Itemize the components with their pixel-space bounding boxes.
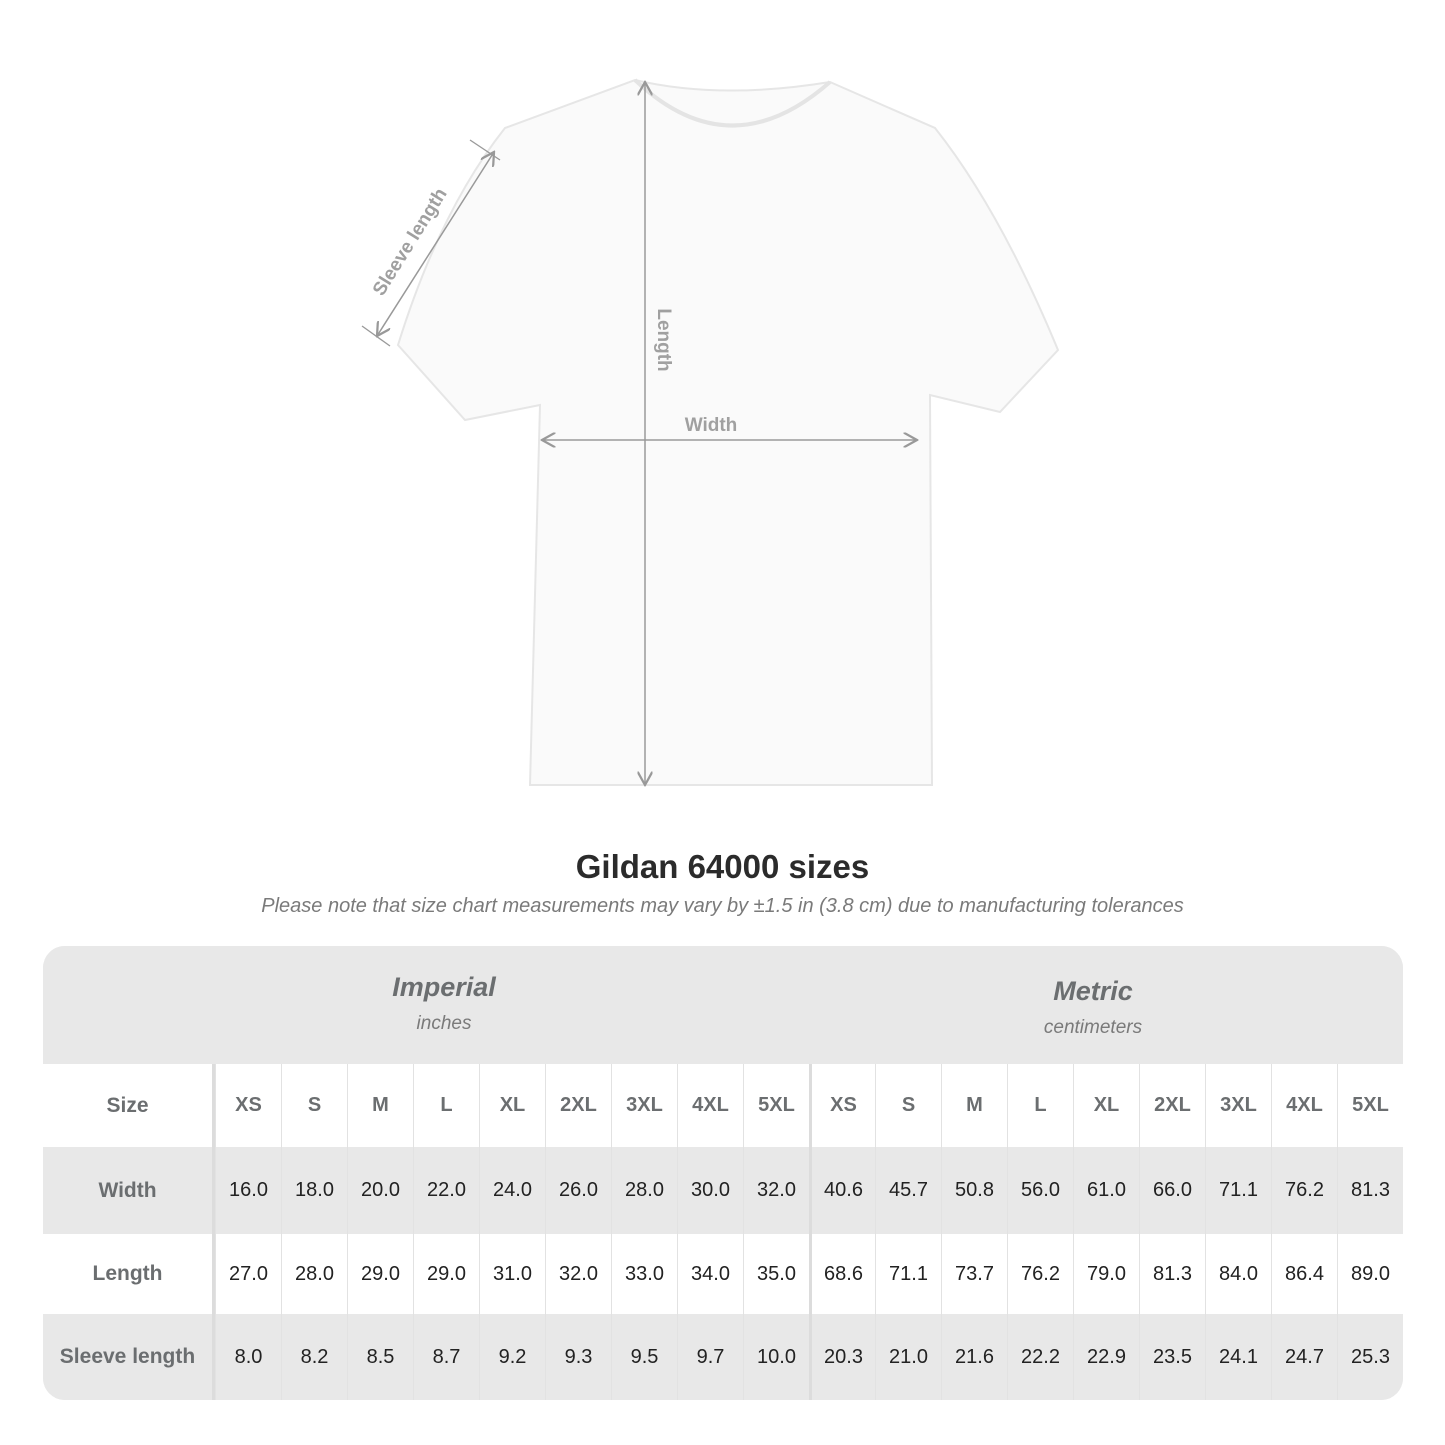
metric-size-header: 5XL <box>1337 1064 1403 1147</box>
width-label: Width <box>685 415 738 436</box>
imperial-size-header: XS <box>215 1064 281 1147</box>
imperial-header: Imperial inches <box>147 972 741 1035</box>
size-header-row: Size XS S M L XL 2XL 3XL 4XL 5XL XS S M L XL 2XL 3XL 4XL 5… <box>43 1064 1403 1147</box>
imperial-value-cell: 18.0 <box>281 1147 347 1234</box>
imperial-size-header: S <box>281 1064 347 1147</box>
metric-unit: centimeters <box>1043 1017 1143 1038</box>
metric-value-cell: 22.2 <box>1007 1314 1073 1400</box>
tshirt-diagram: Sleeve length Length Width <box>361 78 1060 820</box>
row-label: Sleeve length <box>43 1314 215 1400</box>
imperial-value-cell: 29.0 <box>413 1234 479 1314</box>
metric-title: Metric <box>1053 976 1133 1006</box>
metric-value-cell: 68.6 <box>809 1234 875 1314</box>
imperial-size-header: L <box>413 1064 479 1147</box>
imperial-value-cell: 35.0 <box>743 1234 809 1314</box>
imperial-value-cell: 34.0 <box>677 1234 743 1314</box>
tshirt-collar <box>633 78 832 128</box>
metric-size-header: 3XL <box>1205 1064 1271 1147</box>
imperial-value-cell: 22.0 <box>413 1147 479 1234</box>
metric-value-cell: 22.9 <box>1073 1314 1139 1400</box>
imperial-value-cell: 31.0 <box>479 1234 545 1314</box>
metric-value-cell: 89.0 <box>1337 1234 1403 1314</box>
imperial-value-cell: 9.5 <box>611 1314 677 1400</box>
page-title: Gildan 64000 sizes <box>575 848 870 885</box>
metric-value-cell: 61.0 <box>1073 1147 1139 1234</box>
metric-value-cell: 40.6 <box>809 1147 875 1234</box>
imperial-value-cell: 9.2 <box>479 1314 545 1400</box>
metric-value-cell: 84.0 <box>1205 1234 1271 1314</box>
size-table: Imperial inches Metric centimeters Size X… <box>43 946 1403 1400</box>
imperial-value-cell: 8.5 <box>347 1314 413 1400</box>
metric-value-cell: 76.2 <box>1271 1147 1337 1234</box>
metric-value-cell: 45.7 <box>875 1147 941 1234</box>
metric-size-header: 2XL <box>1139 1064 1205 1147</box>
imperial-value-cell: 26.0 <box>545 1147 611 1234</box>
imperial-value-cell: 10.0 <box>743 1314 809 1400</box>
length-label: Length <box>653 308 674 371</box>
metric-size-header: M <box>941 1064 1007 1147</box>
unit-header-band: Imperial inches Metric centimeters <box>43 946 1403 1064</box>
imperial-value-cell: 27.0 <box>215 1234 281 1314</box>
imperial-value-cell: 32.0 <box>743 1147 809 1234</box>
metric-value-cell: 21.0 <box>875 1314 941 1400</box>
imperial-value-cell: 8.7 <box>413 1314 479 1400</box>
imperial-value-cell: 20.0 <box>347 1147 413 1234</box>
tolerance-note: Please note that size chart measurements… <box>261 895 1184 917</box>
imperial-value-cell: 16.0 <box>215 1147 281 1234</box>
metric-value-cell: 76.2 <box>1007 1234 1073 1314</box>
metric-header: Metric centimeters <box>796 976 1390 1039</box>
metric-size-header: L <box>1007 1064 1073 1147</box>
imperial-size-header: M <box>347 1064 413 1147</box>
imperial-value-cell: 28.0 <box>611 1147 677 1234</box>
metric-value-cell: 73.7 <box>941 1234 1007 1314</box>
metric-value-cell: 21.6 <box>941 1314 1007 1400</box>
imperial-value-cell: 33.0 <box>611 1234 677 1314</box>
metric-value-cell: 56.0 <box>1007 1147 1073 1234</box>
metric-value-cell: 81.3 <box>1139 1234 1205 1314</box>
imperial-size-header: 5XL <box>743 1064 809 1147</box>
sleeve-measure-line <box>377 152 494 336</box>
metric-value-cell: 66.0 <box>1139 1147 1205 1234</box>
metric-value-cell: 86.4 <box>1271 1234 1337 1314</box>
imperial-size-header: 3XL <box>611 1064 677 1147</box>
metric-value-cell: 79.0 <box>1073 1234 1139 1314</box>
metric-value-cell: 24.1 <box>1205 1314 1271 1400</box>
size-header-label: Size <box>43 1064 215 1147</box>
imperial-value-cell: 28.0 <box>281 1234 347 1314</box>
imperial-size-header: 4XL <box>677 1064 743 1147</box>
table-row: Length 27.0 28.0 29.0 29.0 31.0 32.0 33.0 34.0 35… <box>43 1234 1403 1314</box>
imperial-value-cell: 32.0 <box>545 1234 611 1314</box>
imperial-value-cell: 9.3 <box>545 1314 611 1400</box>
metric-size-header: XS <box>809 1064 875 1147</box>
metric-size-header: 4XL <box>1271 1064 1337 1147</box>
metric-value-cell: 71.1 <box>1205 1147 1271 1234</box>
row-label: Length <box>43 1234 215 1314</box>
table-row: Sleeve length 8.0 8.2 8.5 8.7 9.2 9.3 9.5 9.7 10.… <box>43 1314 1403 1400</box>
imperial-size-header: 2XL <box>545 1064 611 1147</box>
row-label: Width <box>43 1147 215 1234</box>
metric-size-header: XL <box>1073 1064 1139 1147</box>
imperial-value-cell: 8.2 <box>281 1314 347 1400</box>
imperial-value-cell: 9.7 <box>677 1314 743 1400</box>
metric-value-cell: 25.3 <box>1337 1314 1403 1400</box>
metric-value-cell: 20.3 <box>809 1314 875 1400</box>
metric-value-cell: 50.8 <box>941 1147 1007 1234</box>
imperial-title: Imperial <box>392 972 496 1002</box>
imperial-value-cell: 30.0 <box>677 1147 743 1234</box>
metric-value-cell: 71.1 <box>875 1234 941 1314</box>
metric-value-cell: 23.5 <box>1139 1314 1205 1400</box>
metric-value-cell: 81.3 <box>1337 1147 1403 1234</box>
imperial-size-header: XL <box>479 1064 545 1147</box>
metric-size-header: S <box>875 1064 941 1147</box>
imperial-value-cell: 29.0 <box>347 1234 413 1314</box>
table-row: Width 16.0 18.0 20.0 22.0 24.0 26.0 28.0 30.0 32.… <box>43 1147 1403 1234</box>
imperial-value-cell: 24.0 <box>479 1147 545 1234</box>
imperial-unit: inches <box>416 1013 472 1034</box>
metric-value-cell: 24.7 <box>1271 1314 1337 1400</box>
imperial-value-cell: 8.0 <box>215 1314 281 1400</box>
